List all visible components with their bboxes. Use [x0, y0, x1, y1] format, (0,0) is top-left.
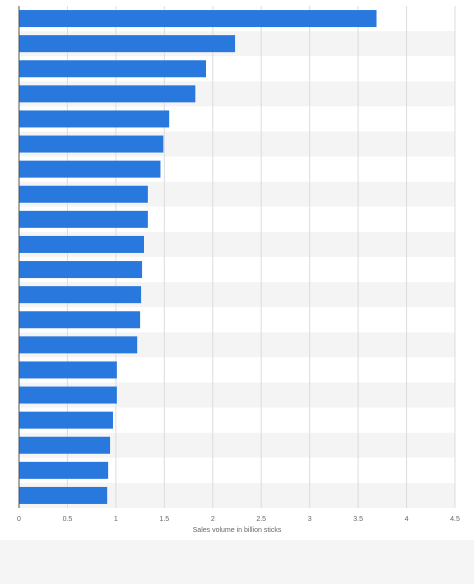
x-tick-label: 2 [211, 516, 215, 523]
bar [19, 436, 111, 454]
bar [19, 85, 196, 103]
x-tick-label: 1 [114, 516, 118, 523]
x-tick-label: 3 [308, 516, 312, 523]
x-tick-label: 0 [17, 516, 21, 523]
bar [19, 35, 236, 53]
bar [19, 135, 164, 153]
bar [19, 386, 117, 404]
bar [19, 411, 113, 429]
bar [19, 110, 170, 128]
x-tick-label: 0.5 [63, 516, 73, 523]
bar [19, 461, 109, 479]
x-axis-title: Sales volume in billion sticks [193, 527, 282, 534]
bar [19, 486, 108, 504]
x-tick-label: 2.5 [256, 516, 266, 523]
bar [19, 261, 143, 279]
x-tick-label: 4 [405, 516, 409, 523]
bar [19, 185, 148, 203]
bar [19, 10, 377, 28]
bar [19, 60, 206, 78]
bar [19, 210, 148, 228]
bar [19, 311, 141, 329]
x-tick-label: 1.5 [159, 516, 169, 523]
x-tick-label: 3.5 [353, 516, 363, 523]
bar [19, 286, 142, 304]
bar [19, 336, 138, 354]
bar [19, 160, 161, 178]
bar [19, 235, 144, 253]
bar [19, 361, 117, 379]
x-tick-label: 4.5 [450, 516, 460, 523]
